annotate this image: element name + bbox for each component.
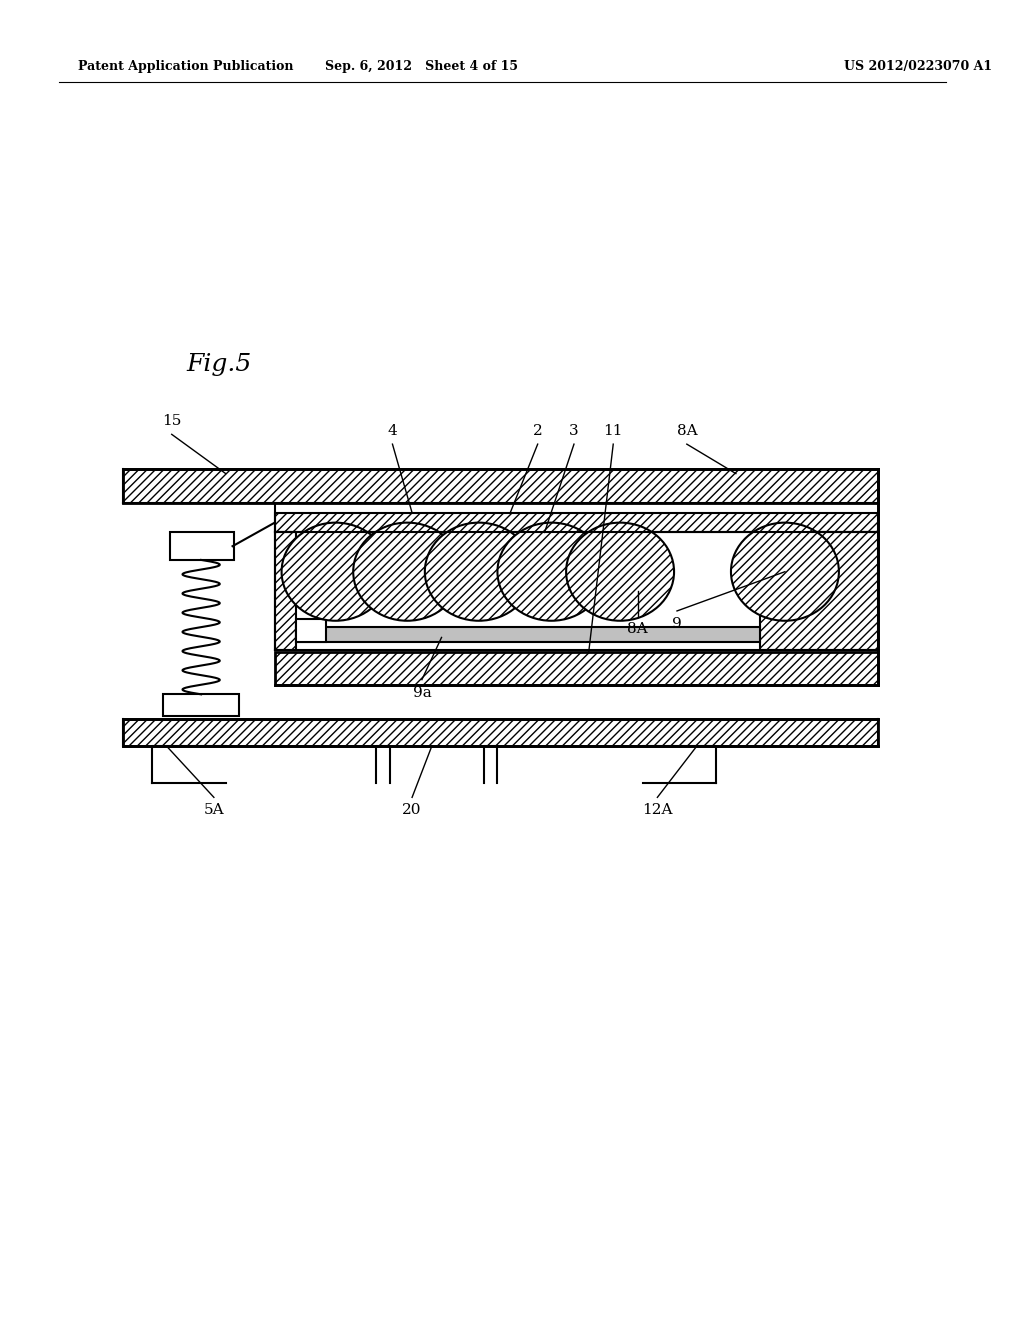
Ellipse shape (498, 523, 605, 620)
Ellipse shape (353, 523, 461, 620)
Bar (163, 694, 240, 715)
Text: 11: 11 (603, 424, 623, 438)
Ellipse shape (731, 523, 839, 620)
Text: 9a: 9a (413, 685, 431, 700)
Text: 3: 3 (569, 424, 579, 438)
Bar (274, 532, 296, 651)
Ellipse shape (425, 523, 532, 620)
Bar (123, 469, 879, 503)
Text: 2: 2 (532, 424, 543, 438)
Bar (274, 513, 879, 532)
Text: 15: 15 (162, 414, 181, 429)
Text: 12A: 12A (642, 804, 673, 817)
Bar (296, 627, 761, 643)
Bar (274, 652, 879, 685)
Bar (296, 619, 326, 643)
Text: 5A: 5A (204, 804, 224, 817)
Ellipse shape (566, 523, 674, 620)
Text: US 2012/0223070 A1: US 2012/0223070 A1 (844, 61, 992, 74)
Ellipse shape (282, 523, 389, 620)
Text: 8A: 8A (628, 622, 648, 636)
Text: 4: 4 (388, 424, 397, 438)
Bar (123, 719, 879, 746)
Text: Patent Application Publication: Patent Application Publication (79, 61, 294, 74)
Text: 9: 9 (672, 616, 682, 631)
Text: Fig.5: Fig.5 (186, 354, 252, 376)
Text: Sep. 6, 2012   Sheet 4 of 15: Sep. 6, 2012 Sheet 4 of 15 (326, 61, 518, 74)
Bar (170, 532, 233, 560)
Bar (761, 532, 879, 651)
Text: 8A: 8A (677, 424, 697, 438)
Text: 20: 20 (402, 804, 422, 817)
